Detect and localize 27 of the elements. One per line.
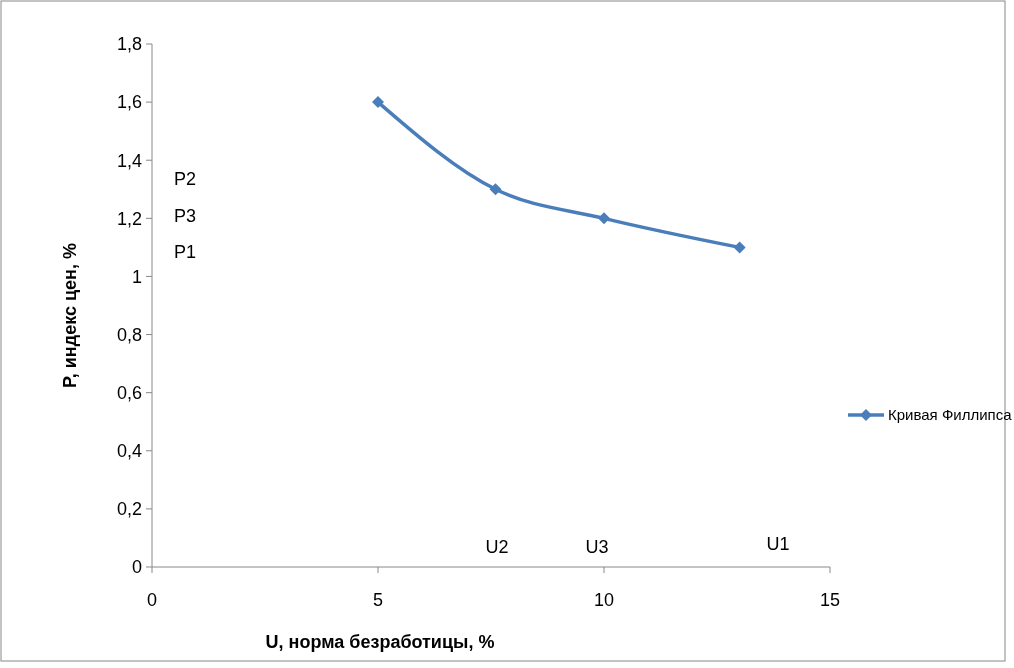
y-tick-label: 0,2 [116,499,142,520]
y-tick-label: 0 [131,557,142,578]
y-tick-label: 1,2 [116,208,142,229]
point [598,212,610,225]
y-tick-label: 0,6 [116,382,142,403]
x-tick-label: 15 [819,590,841,610]
point [372,96,384,109]
y-tick-label: 0,8 [116,324,142,345]
annotation: P3 [173,206,197,227]
annotation: P2 [173,169,197,190]
x-tick-label: 0 [146,590,158,610]
legend-label: Кривая Филлипса [888,406,1013,424]
annotation: U3 [585,537,609,558]
x-axis-title: U, норма безработицы, % [265,632,495,652]
x-tick-label: 5 [372,590,384,610]
annotation: P1 [173,242,197,263]
y-axis-title: P, индекс цен, % [60,243,80,388]
y-tick-label: 1,6 [116,92,142,113]
point [733,241,746,254]
y-tick-label: 1,4 [116,150,142,171]
point [489,183,502,196]
x-tick-label: 10 [593,590,615,610]
y-tick-label: 1,8 [116,34,142,55]
y-tick-label: 1 [131,266,142,287]
annotation: U2 [485,537,509,558]
annotation: U1 [766,534,790,555]
y-tick-label: 0,4 [116,441,142,462]
